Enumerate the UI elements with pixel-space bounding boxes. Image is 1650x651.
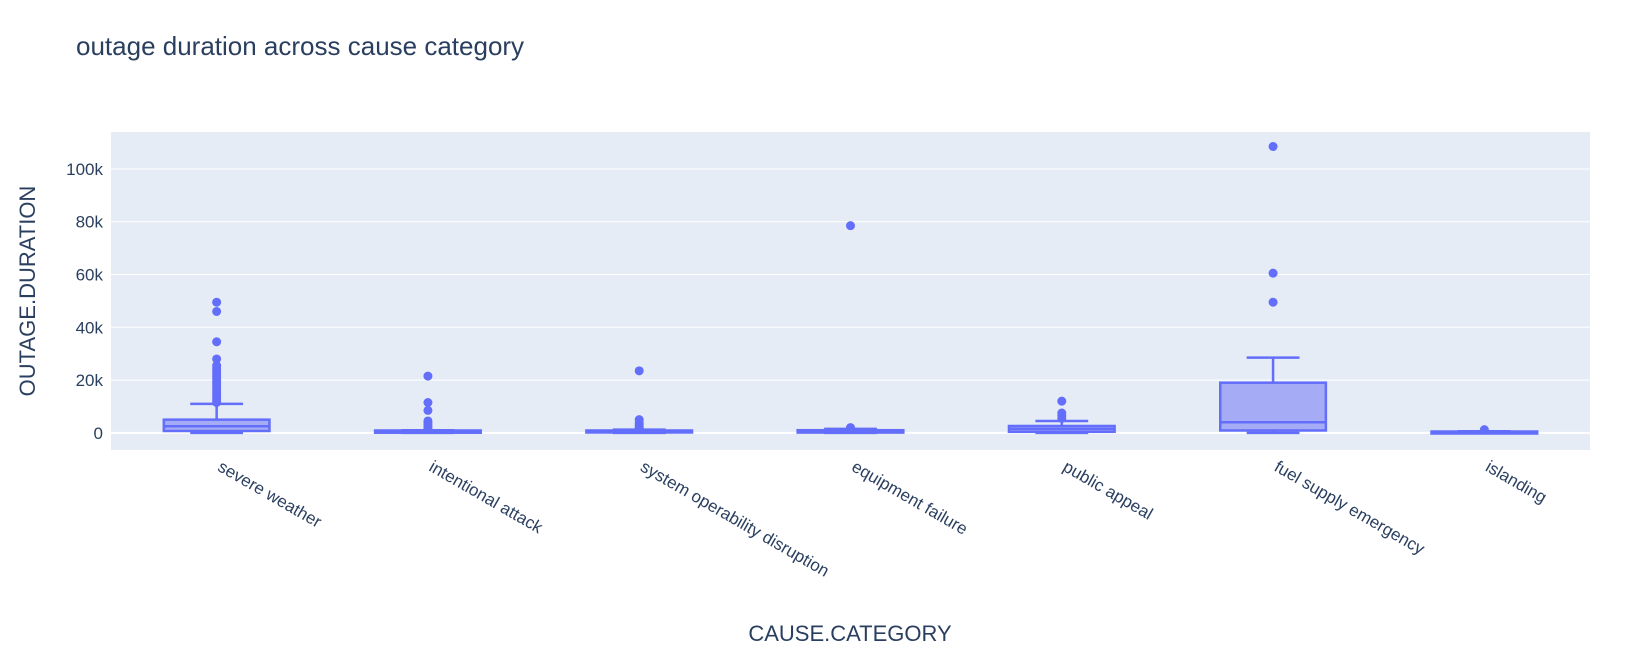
x-axis-ticks: severe weather intentional attack system o… bbox=[215, 457, 1550, 581]
x-tick-label: system operability disruption bbox=[637, 457, 832, 581]
outlier-point bbox=[1479, 425, 1489, 435]
x-tick-label: public appeal bbox=[1060, 457, 1156, 524]
box-3 bbox=[585, 366, 694, 435]
y-tick-label: 20k bbox=[76, 371, 104, 390]
x-tick-label: severe weather bbox=[215, 457, 325, 532]
y-tick-label: 0 bbox=[94, 424, 103, 443]
x-tick-label: intentional attack bbox=[426, 457, 546, 537]
outlier-point bbox=[634, 415, 644, 425]
outlier-point bbox=[846, 423, 855, 433]
box-2 bbox=[373, 371, 483, 435]
box-7 bbox=[1430, 425, 1539, 435]
outlier-point bbox=[423, 405, 433, 415]
box-plots bbox=[162, 142, 1539, 435]
y-tick-label: 60k bbox=[76, 266, 104, 285]
y-axis-title: OUTAGE.DURATION bbox=[15, 186, 40, 397]
outlier-point bbox=[212, 306, 222, 316]
y-tick-label: 80k bbox=[76, 213, 104, 232]
outlier-point bbox=[1057, 408, 1067, 418]
outlier-point bbox=[423, 397, 433, 407]
outlier-point bbox=[1057, 396, 1067, 406]
x-axis-title: CAUSE.CATEGORY bbox=[748, 621, 952, 646]
box-4 bbox=[796, 221, 905, 435]
outlier-point bbox=[423, 371, 433, 381]
chart-title: outage duration across cause category bbox=[76, 31, 524, 61]
y-tick-label: 100k bbox=[66, 160, 103, 179]
outlier-point bbox=[634, 366, 644, 376]
outlier-point bbox=[1268, 142, 1278, 152]
x-tick-label: fuel supply emergency bbox=[1271, 457, 1428, 559]
outlier-point bbox=[846, 221, 855, 231]
outlier-point bbox=[212, 297, 222, 307]
outlier-point bbox=[1268, 297, 1278, 307]
outlier-point bbox=[212, 354, 222, 364]
box-1 bbox=[162, 297, 271, 435]
x-tick-label: equipment failure bbox=[849, 457, 971, 539]
y-tick-label: 40k bbox=[76, 318, 104, 337]
plot-area bbox=[111, 132, 1590, 450]
outlier-point bbox=[1268, 268, 1278, 278]
outlier-point bbox=[212, 337, 222, 347]
outlier-point bbox=[212, 361, 222, 371]
box-5 bbox=[1007, 396, 1116, 435]
x-tick-label: islanding bbox=[1482, 457, 1550, 507]
outlier-point bbox=[423, 416, 433, 426]
y-axis-ticks: 0 20k 40k 60k 80k 100k bbox=[66, 160, 103, 443]
box-6 bbox=[1219, 142, 1328, 435]
